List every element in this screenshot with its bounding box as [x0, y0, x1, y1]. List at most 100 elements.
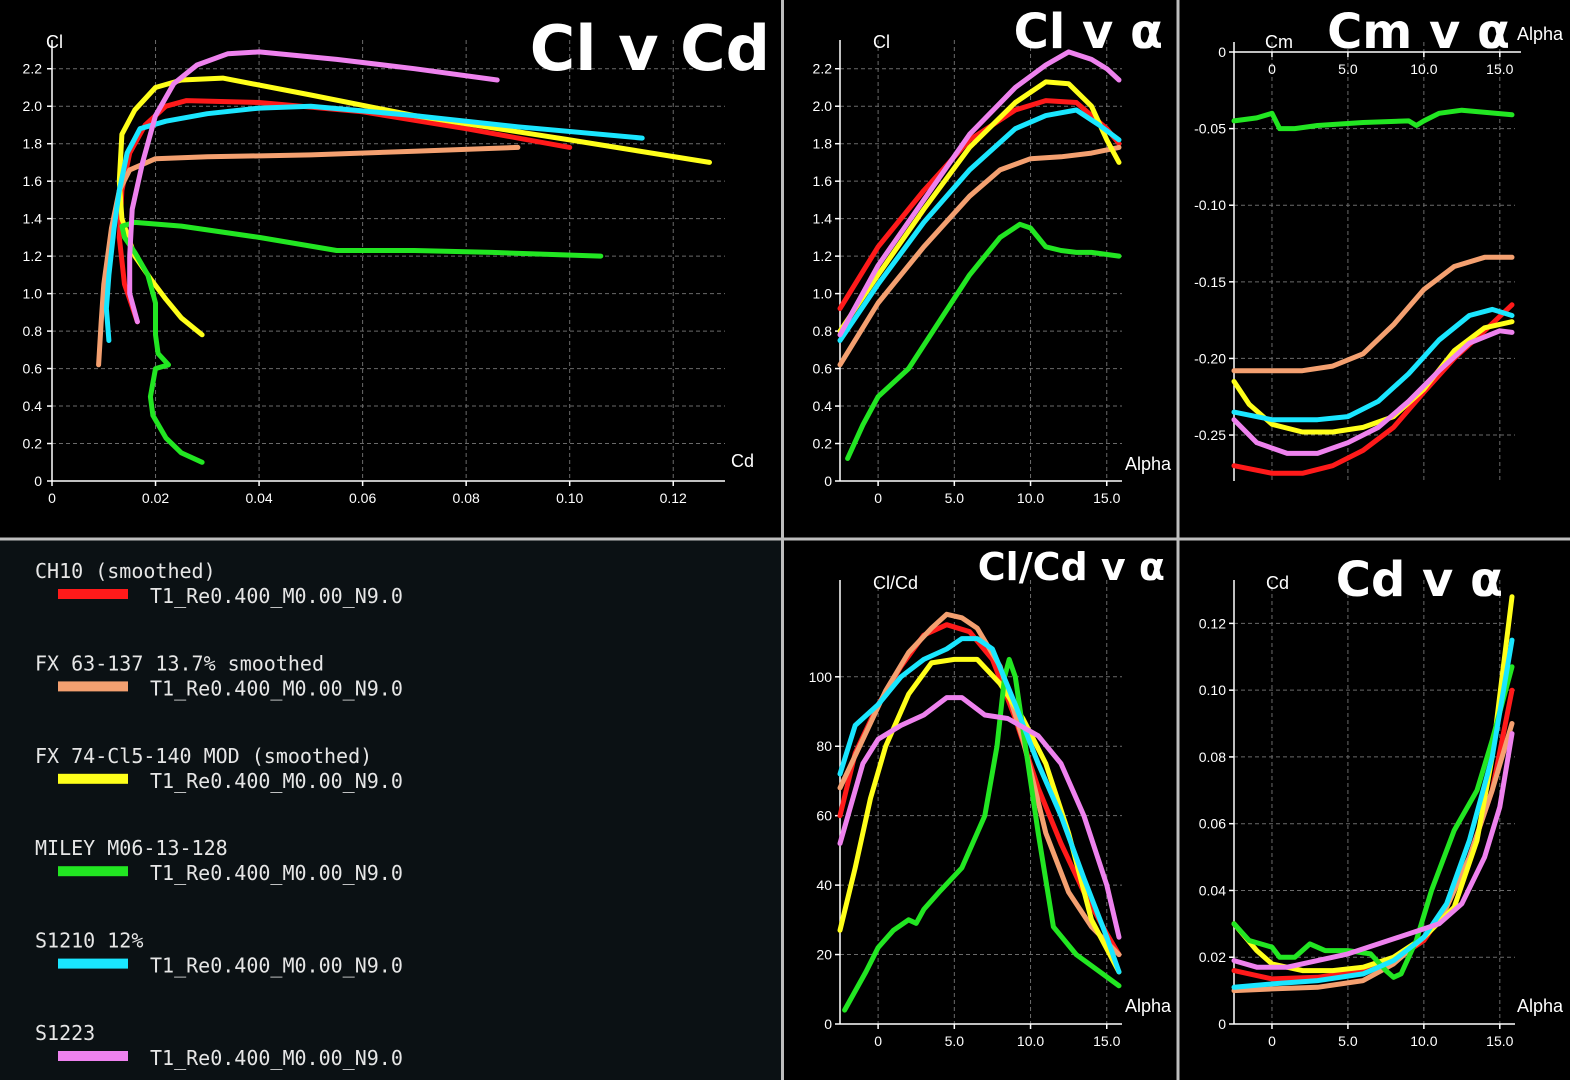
y-tick-label: 1.6 — [23, 173, 43, 189]
series-line-4 — [842, 656, 1122, 1013]
y-tick-label: 0.6 — [23, 361, 43, 377]
y-tick-label: -0.10 — [1194, 197, 1226, 213]
y-tick-label: 1.8 — [23, 136, 43, 152]
y-tick-label: 1.2 — [813, 248, 833, 264]
x-tick-label: 10.0 — [1017, 490, 1044, 506]
legend-entry-name: S1223 — [35, 1021, 95, 1045]
chart-title: Cm v α — [1327, 4, 1510, 60]
x-tick-label: 5.0 — [945, 1033, 965, 1049]
x-tick-label: 10.0 — [1017, 1033, 1044, 1049]
series-line-4 — [1231, 664, 1515, 980]
legend-entry-run: T1_Re0.400_M0.00_N9.0 — [150, 584, 403, 608]
x-tick-label: 0.02 — [142, 490, 169, 506]
y-tick-label: 60 — [816, 808, 832, 824]
chart-clcd-alpha: 0 5.0 10.0 15.0 0 20 40 60 80 100 Cl/Cd Alpha Cl/Cd … — [809, 545, 1172, 1049]
y-tick-label: 0 — [1218, 44, 1226, 60]
x-tick-label: 5.0 — [1338, 1033, 1358, 1049]
legend-entry: S1210 12% T1_Re0.400_M0.00_N9.0 — [35, 929, 403, 978]
legend-swatch — [58, 589, 128, 599]
y-tick-label: 0.4 — [813, 398, 833, 414]
legend-entry-name: S1210 12% — [35, 929, 143, 953]
x-axis-label: Alpha — [1125, 996, 1172, 1016]
legend-entry-name: FX 74-Cl5-140 MOD (smoothed) — [35, 744, 372, 768]
chart-cl-cd: 0 0.02 0.04 0.06 0.08 0.10 0.12 0 0.2 0.4 0.6 0.8 1.… — [23, 12, 770, 506]
series-line-5 — [1231, 637, 1515, 990]
y-tick-label: 1.4 — [23, 211, 43, 227]
legend: CH10 (smoothed)T1_Re0.400_M0.00_N9.0FX 6… — [35, 559, 403, 1070]
chart-title: Cd v α — [1336, 552, 1503, 608]
y-tick-label: -0.20 — [1194, 350, 1226, 366]
y-tick-label: -0.15 — [1194, 274, 1226, 290]
x-axis-label: Alpha — [1517, 996, 1564, 1016]
x-tick-label: 15.0 — [1093, 490, 1120, 506]
series-line-4 — [1231, 107, 1515, 132]
chart-title: Cl/Cd v α — [978, 545, 1165, 589]
y-tick-label: 0.6 — [813, 361, 833, 377]
legend-entry-run: T1_Re0.400_M0.00_N9.0 — [150, 954, 403, 978]
x-tick-label: 10.0 — [1410, 61, 1437, 77]
chart-cl-alpha: 0 5.0 10.0 15.0 0 0.2 0.4 0.6 0.8 1.0 1.2 1.4 1.6 1.8… — [813, 4, 1172, 506]
y-tick-label: 40 — [816, 877, 832, 893]
series-line-4 — [119, 219, 604, 465]
series-line-6 — [127, 49, 500, 325]
x-tick-label: 10.0 — [1410, 1033, 1437, 1049]
y-tick-label: -0.05 — [1194, 121, 1226, 137]
series-line-5 — [1231, 306, 1515, 423]
y-tick-label: 2.0 — [23, 98, 43, 114]
x-tick-label: 0 — [874, 490, 882, 506]
legend-entry: S1223 T1_Re0.400_M0.00_N9.0 — [35, 1021, 403, 1070]
legend-entry-run: T1_Re0.400_M0.00_N9.0 — [150, 769, 403, 793]
y-tick-label: 0.2 — [813, 436, 833, 452]
legend-entry-run: T1_Re0.400_M0.00_N9.0 — [150, 1046, 403, 1070]
x-tick-label: 5.0 — [945, 490, 965, 506]
y-tick-label: 0.04 — [1199, 882, 1226, 898]
legend-entry-run: T1_Re0.400_M0.00_N9.0 — [150, 676, 403, 700]
x-tick-label: 0 — [1268, 61, 1276, 77]
series-line-6 — [837, 49, 1122, 338]
x-tick-label: 5.0 — [1338, 61, 1358, 77]
series-line-2 — [96, 144, 521, 368]
y-axis-label: Cl/Cd — [873, 573, 918, 593]
y-tick-label: 1.6 — [813, 173, 833, 189]
chart-title: Cl v α — [1014, 4, 1163, 60]
chart-cm-alpha: 0 5.0 10.0 15.0 0 -0.05 -0.10 -0.15 -0.20 -0.25 Cm… — [1194, 4, 1564, 481]
legend-swatch — [58, 866, 128, 877]
x-axis-label: Cd — [731, 451, 754, 471]
y-tick-label: 1.8 — [813, 136, 833, 152]
y-tick-label: 1.4 — [813, 211, 833, 227]
y-tick-label: 0.08 — [1199, 749, 1226, 765]
y-tick-label: 0.8 — [813, 323, 833, 339]
y-tick-label: 0.10 — [1199, 682, 1226, 698]
x-tick-label: 0 — [1268, 1033, 1276, 1049]
legend-entry-run: T1_Re0.400_M0.00_N9.0 — [150, 861, 403, 885]
x-tick-label: 0.12 — [660, 490, 687, 506]
x-tick-label: 15.0 — [1093, 1033, 1120, 1049]
legend-entry-name: CH10 (smoothed) — [35, 559, 216, 583]
y-axis-label: Cl — [873, 32, 890, 52]
series-line-2 — [1231, 254, 1515, 374]
x-tick-label: 0.10 — [556, 490, 583, 506]
x-tick-label: 0 — [48, 490, 56, 506]
x-tick-label: 15.0 — [1486, 1033, 1513, 1049]
y-axis-label: Cm — [1265, 32, 1293, 52]
legend-background — [0, 540, 782, 1080]
series-line-3 — [116, 75, 712, 338]
legend-swatch — [58, 958, 128, 969]
legend-entry: CH10 (smoothed)T1_Re0.400_M0.00_N9.0 — [35, 559, 403, 608]
y-tick-label: 20 — [816, 947, 832, 963]
y-tick-label: 1.0 — [23, 286, 43, 302]
x-tick-label: 0.04 — [245, 490, 272, 506]
x-tick-label: 0.06 — [349, 490, 376, 506]
y-axis-label: Cd — [1266, 573, 1289, 593]
chart-cd-alpha: 0 5.0 10.0 15.0 0 0.02 0.04 0.06 0.08 0.10 0.12 Cd A… — [1199, 552, 1564, 1049]
legend-swatch — [58, 773, 128, 784]
y-tick-label: 1.0 — [813, 286, 833, 302]
y-tick-label: 1.2 — [23, 248, 43, 264]
legend-entry-name: MILEY M06-13-128 — [35, 836, 228, 860]
legend-swatch — [58, 681, 128, 692]
y-tick-label: 0 — [34, 473, 42, 489]
x-axis-label: Alpha — [1517, 24, 1564, 44]
legend-entry: FX 74-Cl5-140 MOD (smoothed)T1_Re0.400_M… — [35, 744, 403, 793]
